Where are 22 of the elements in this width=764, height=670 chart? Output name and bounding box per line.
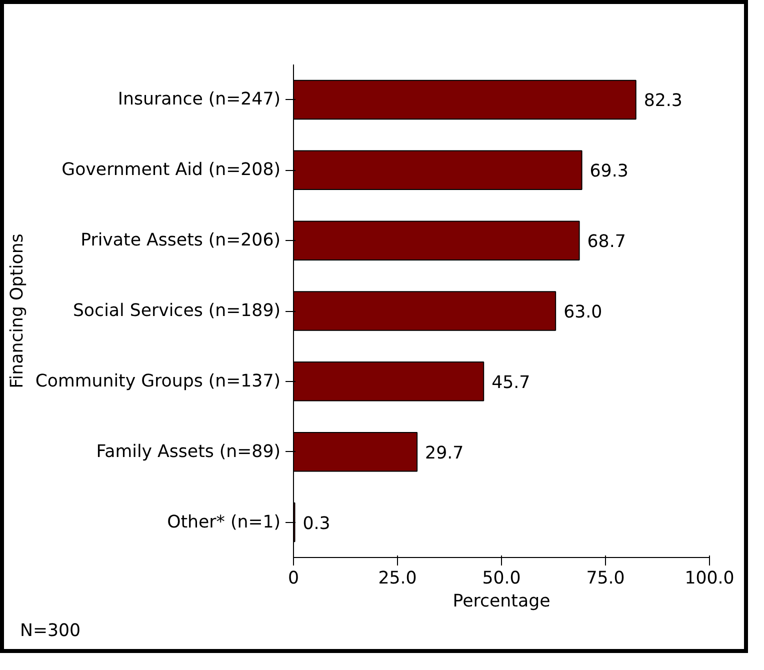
y-tick-label: Government Aid (n=208) [62,160,281,180]
text: N=300 [20,620,81,643]
y-tick-label: Private Assets (n=206) [80,230,281,251]
x-tick-label: 100.0 [684,568,734,588]
data-label: 45.7 [492,372,530,393]
y-tick-label: Social Services (n=189) [72,301,281,321]
data-label: 82.3 [644,91,682,112]
x-tick-label: 50.0 [482,568,521,588]
y-axis-title: Financing Options [7,234,28,388]
y-tick-label: Other* (n=1) [167,512,280,532]
data-label: 68.7 [587,232,626,252]
y-tick-label: Community Groups (n=137) [35,371,281,392]
x-tick-label: 25.0 [378,568,417,588]
x-axis-title: Percentage [452,592,550,612]
x-tick-label: 0 [288,568,300,588]
y-tick-label: Insurance (n=247) [118,90,281,110]
data-label: 69.3 [590,162,628,182]
y-tick-label: Family Assets (n=89) [96,442,281,462]
data-label: 29.7 [425,443,464,464]
data-label: 63.0 [564,302,602,322]
x-tick-label: 75.0 [586,568,625,588]
data-label: 0.3 [302,514,330,534]
